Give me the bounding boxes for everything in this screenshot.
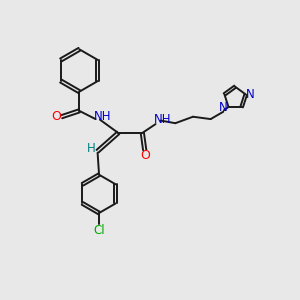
Text: O: O [140, 149, 150, 162]
Text: N: N [219, 101, 228, 114]
Text: N: N [246, 88, 255, 101]
Text: NH: NH [94, 110, 111, 123]
Text: O: O [51, 110, 61, 123]
Text: NH: NH [154, 113, 171, 126]
Text: H: H [87, 142, 95, 155]
Text: Cl: Cl [93, 224, 105, 237]
